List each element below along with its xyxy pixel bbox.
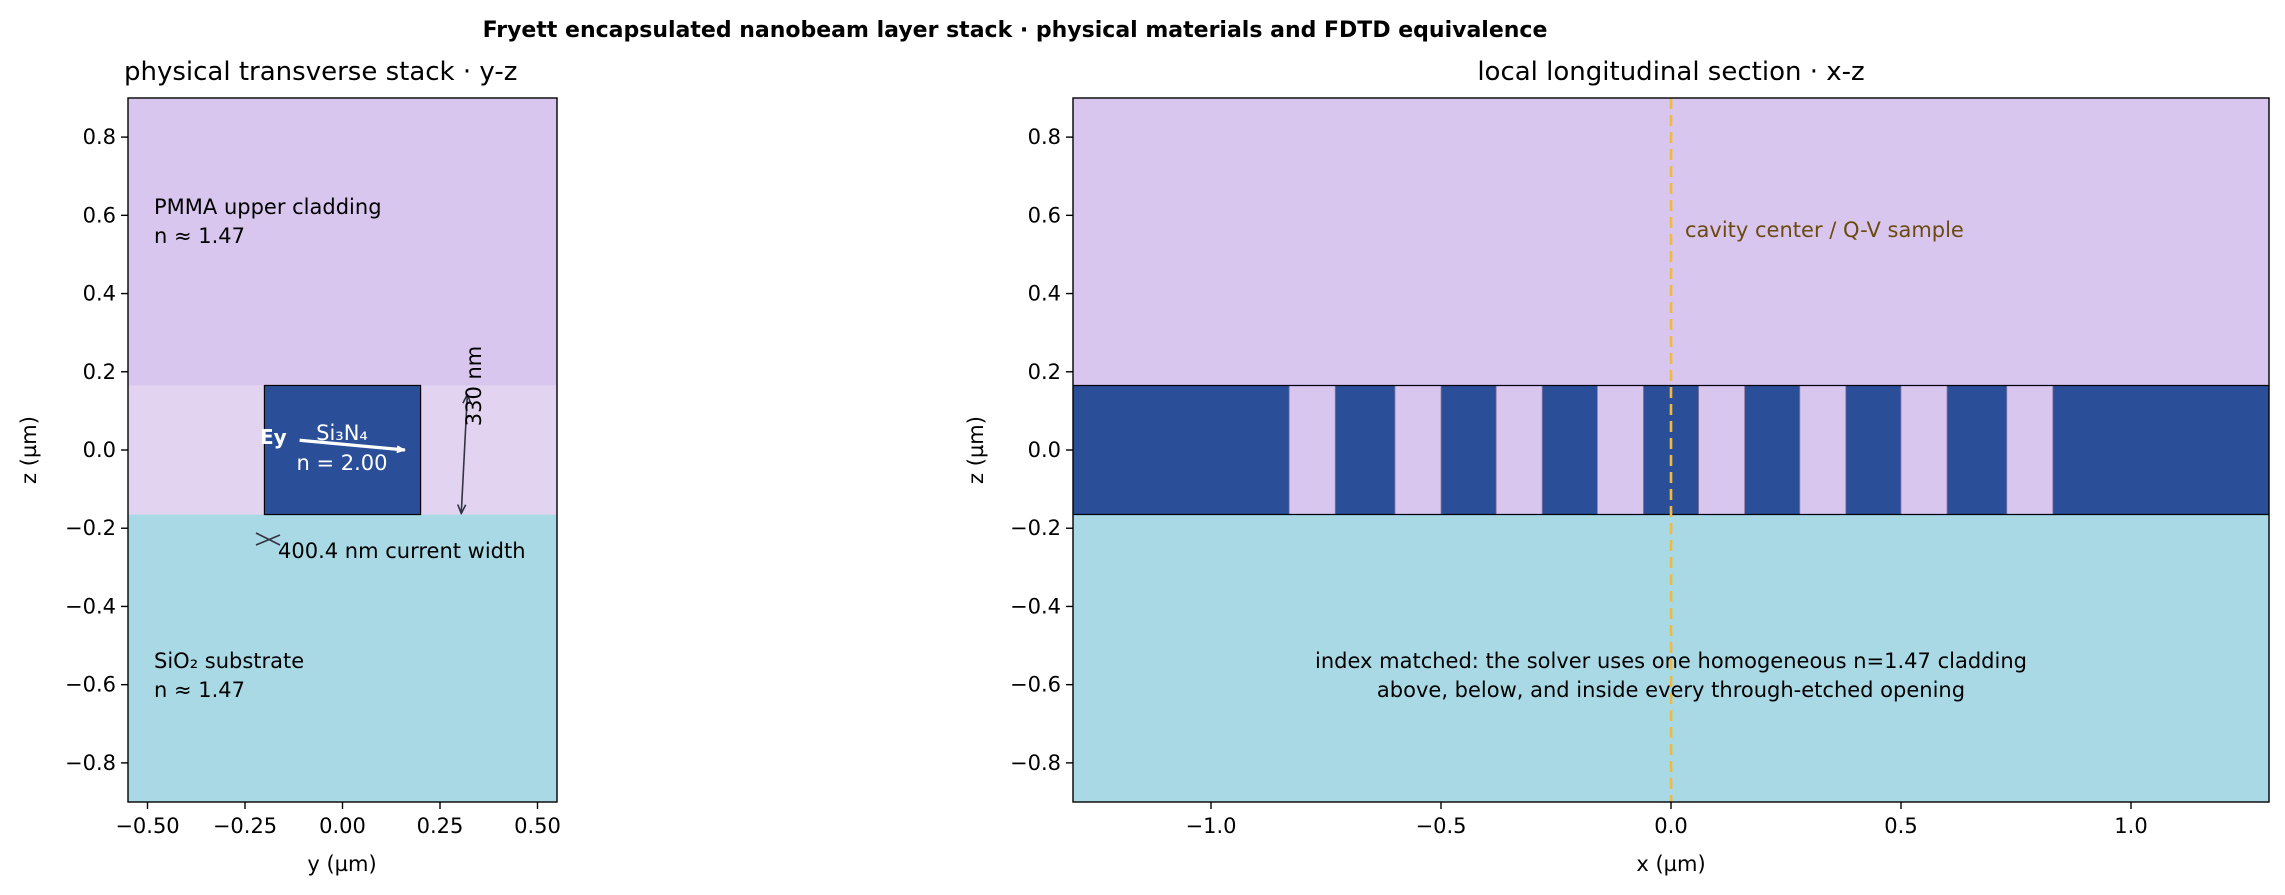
right-x-axis-label: x (µm) [1636, 852, 1705, 876]
etched-hole [1597, 385, 1644, 515]
substrate-index: n ≈ 1.47 [154, 678, 245, 702]
x-tick-label: 0.5 [1884, 814, 1917, 838]
etched-hole [1698, 385, 1745, 515]
y-tick-label: 0.2 [83, 360, 116, 384]
polarization-label: Ey [260, 425, 287, 449]
x-tick-label: −0.25 [213, 814, 277, 838]
etched-hole [2006, 385, 2054, 515]
right-x-ticks: −1.0 −0.5 0.0 0.5 1.0 [1186, 802, 2148, 838]
longitudinal-section-panel: cavity center / Q-V sample index matched… [964, 57, 2270, 876]
y-tick-label: 0.0 [1028, 438, 1061, 462]
figure-title: Fryett encapsulated nanobeam layer stack… [483, 18, 1548, 43]
right-y-axis-label: z (µm) [964, 416, 988, 484]
etched-hole [1799, 385, 1847, 515]
y-tick-label: −0.8 [1010, 751, 1061, 775]
x-tick-label: −0.50 [115, 814, 179, 838]
x-tick-label: 0.25 [417, 814, 464, 838]
polarization-arrow [299, 438, 406, 454]
x-tick-label: −1.0 [1186, 814, 1237, 838]
upper-cladding-label: PMMA upper cladding [154, 195, 382, 219]
y-tick-label: −0.6 [65, 673, 116, 697]
y-tick-label: −0.8 [65, 751, 116, 775]
index-matching-note-line1: index matched: the solver uses one homog… [1315, 649, 2027, 673]
etched-hole [1900, 385, 1948, 515]
left-y-axis-label: z (µm) [17, 416, 41, 484]
y-tick-label: 0.4 [1028, 282, 1061, 306]
x-tick-label: 0.00 [319, 814, 366, 838]
left-y-ticks: −0.8 −0.6 −0.4 −0.2 0.0 0.2 0.4 0.6 0.8 [65, 125, 128, 775]
x-tick-label: 1.0 [2114, 814, 2147, 838]
etched-hole [1394, 385, 1442, 515]
x-tick-label: 0.50 [514, 814, 561, 838]
core-index-label: n = 2.00 [296, 451, 387, 475]
y-tick-label: 0.6 [83, 203, 116, 227]
y-tick-label: −0.4 [65, 594, 116, 618]
y-tick-label: 0.6 [1028, 203, 1061, 227]
substrate-layer [128, 514, 557, 802]
y-tick-label: −0.2 [1010, 516, 1061, 540]
y-tick-label: 0.8 [1028, 125, 1061, 149]
left-x-axis-label: y (µm) [307, 852, 376, 876]
upper-cladding-index: n ≈ 1.47 [154, 224, 245, 248]
transverse-stack-panel: PMMA upper cladding n ≈ 1.47 SiO₂ substr… [17, 57, 561, 876]
cavity-center-label: cavity center / Q-V sample [1685, 218, 1964, 242]
index-matching-note-line2: above, below, and inside every through-e… [1377, 678, 1965, 702]
x-tick-label: −0.5 [1416, 814, 1467, 838]
thickness-dimension-arrow [461, 395, 467, 512]
x-tick-label: 0.0 [1654, 814, 1687, 838]
width-dimension-marker [255, 532, 281, 546]
y-tick-label: −0.4 [1010, 594, 1061, 618]
y-tick-label: 0.4 [83, 282, 116, 306]
upper-cladding-layer [128, 98, 557, 386]
etched-hole [1495, 385, 1543, 515]
left-panel-title: physical transverse stack · y-z [124, 57, 517, 87]
left-x-ticks: −0.50 −0.25 0.00 0.25 0.50 [115, 802, 561, 838]
right-panel-title: local longitudinal section · x-z [1477, 57, 1864, 87]
etched-hole [1288, 385, 1336, 515]
y-tick-label: 0.8 [83, 125, 116, 149]
y-tick-label: −0.2 [65, 516, 116, 540]
y-tick-label: 0.0 [83, 438, 116, 462]
substrate-label: SiO₂ substrate [154, 649, 304, 673]
y-tick-label: −0.6 [1010, 673, 1061, 697]
thickness-label: 330 nm [462, 346, 486, 427]
right-y-ticks: −0.8 −0.6 −0.4 −0.2 0.0 0.2 0.4 0.6 0.8 [1010, 125, 1073, 775]
width-label: 400.4 nm current width [278, 539, 526, 563]
y-tick-label: 0.2 [1028, 360, 1061, 384]
